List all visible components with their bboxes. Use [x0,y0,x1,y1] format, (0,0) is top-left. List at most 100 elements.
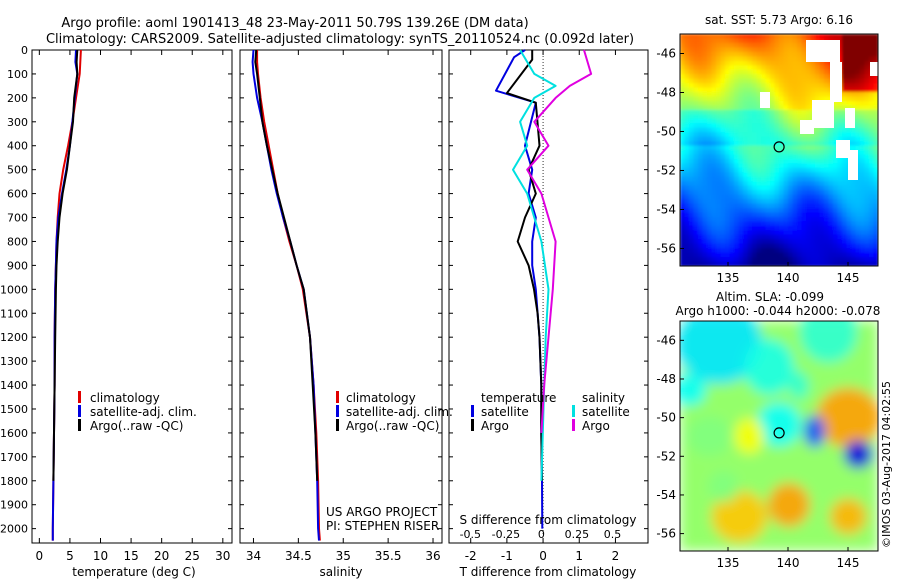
sst-cell [752,248,758,254]
sst-cell [680,181,686,187]
sst-cell [846,38,852,44]
sst-cell [698,78,704,84]
sst-cell [797,221,803,227]
sst-cell [734,136,740,142]
sst-cell [680,51,686,57]
sst-cell [846,92,852,98]
sst-cell [792,199,798,205]
sst-cell [725,257,731,263]
sst-cell [747,230,753,236]
sst-cell [738,56,744,62]
sst-cell [860,96,866,102]
sst-cell [743,105,749,111]
sst-cell [725,56,731,62]
sst-cell [698,221,704,227]
sst-cell [833,114,839,120]
sst-cell [792,194,798,200]
sst-cell [743,42,749,48]
sst-cell [855,74,861,80]
sst-cell [738,239,744,245]
sst-cell [774,212,780,218]
sst-cell [756,212,762,218]
sst-cell [869,225,875,231]
sst-cell [734,243,740,249]
sst-cell [680,42,686,48]
sst-cell [833,141,839,147]
sst-cell [711,225,717,231]
sst-cell [815,257,821,263]
sst-cell [873,252,878,258]
sst-cell [837,199,843,205]
sst-cell [869,261,875,266]
sst-cell [711,47,717,53]
sst-cell [734,87,740,93]
sst-cell [765,42,771,48]
sst-cell [689,114,695,120]
sst-cell [869,257,875,263]
depth-tick-label: 700 [7,212,28,225]
sst-cell [837,261,843,266]
sst-cell [819,167,825,173]
sst-cell [738,69,744,75]
sst-cell [846,78,852,84]
sst-cell [792,221,798,227]
sst-cell [693,257,699,263]
sst-cell [684,42,690,48]
sst-cell [779,230,785,236]
sst-cell [761,167,767,173]
sst-cell [716,150,722,156]
sst-cell [738,176,744,182]
sst-cell [810,145,816,151]
sst-cell [810,65,816,71]
sst-cell [828,208,834,214]
x-tick-label: 34 [246,549,261,563]
sst-cell [788,69,794,75]
sst-cell [873,83,878,89]
sst-cell [833,158,839,164]
sst-cell [729,172,735,178]
sst-cell [747,105,753,111]
sst-cell [792,105,798,111]
temperature-panel: 0100200300400500600700800900100011001200… [0,44,233,579]
sst-cell [806,208,812,214]
sst-cell [783,176,789,182]
sst-cell [779,243,785,249]
sst-cell [747,127,753,133]
sst-cell [756,208,762,214]
sst-cell [680,118,686,124]
sst-cell [738,78,744,84]
sst-cell [693,261,699,266]
sst-cell [770,194,776,200]
sst-cell [720,100,726,106]
sst-cell [797,194,803,200]
sst-cell [873,38,878,44]
sst-cell [801,47,807,53]
sst-cell [774,172,780,178]
sst-cell [770,252,776,258]
sst-cell [761,127,767,133]
sst-cell [680,172,686,178]
sst-cell [770,34,776,40]
sst-cell [689,38,695,44]
sst-cell [842,100,848,106]
sst-cell [851,42,857,48]
sst-cell [774,150,780,156]
sst-cell [842,136,848,142]
sst-cell [734,163,740,169]
sla-feature [788,371,809,400]
sst-cell [716,167,722,173]
sst-cell [860,78,866,84]
sst-cell [869,114,875,120]
sst-cell [801,185,807,191]
sst-cell [810,87,816,93]
depth-tick-label: 1600 [0,427,28,440]
sst-cell [873,194,878,200]
sst-cell [734,225,740,231]
sst-cell [801,257,807,263]
sst-cell [680,78,686,84]
sst-cell [743,83,749,89]
sst-cell [797,118,803,124]
sst-cell [846,127,852,133]
sst-cell [725,83,731,89]
sst-cell [734,96,740,102]
